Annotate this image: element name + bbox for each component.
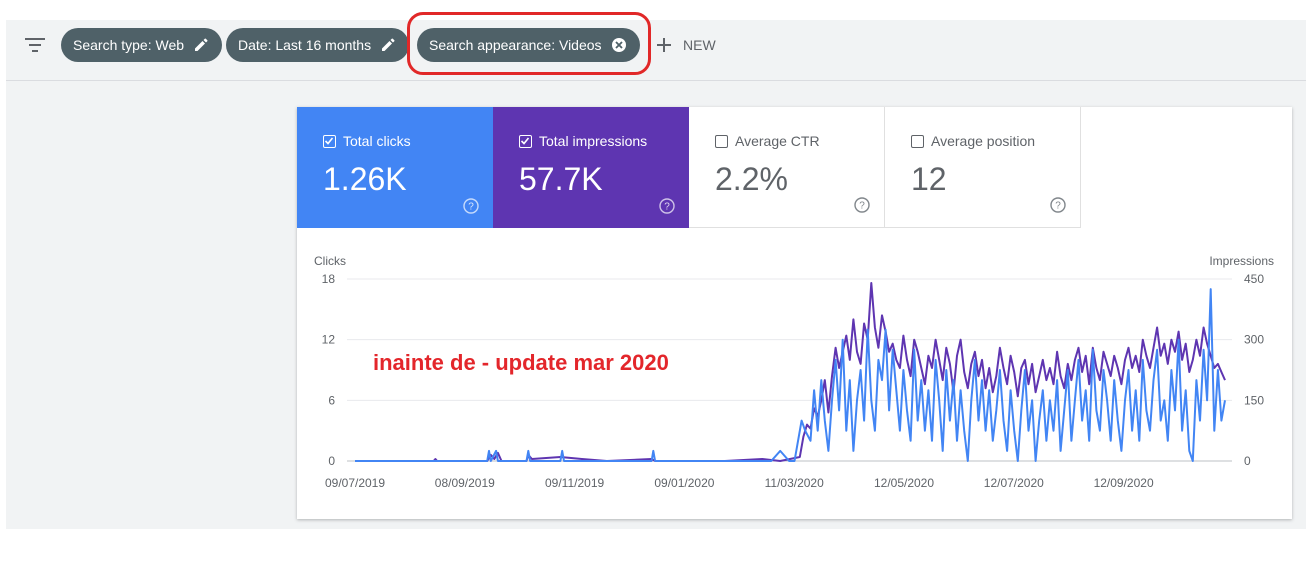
x-tick-label: 09/11/2019 bbox=[545, 476, 604, 490]
metric-label: Total clicks bbox=[343, 133, 411, 149]
x-tick-label: 12/07/2020 bbox=[984, 476, 1044, 490]
chip-search-type[interactable]: Search type: Web bbox=[61, 28, 223, 62]
plus-icon bbox=[657, 38, 671, 52]
y-tick-label: 12 bbox=[322, 333, 336, 347]
y2-tick-label: 450 bbox=[1244, 272, 1264, 286]
help-icon[interactable]: ? bbox=[1050, 197, 1066, 213]
y-tick-label: 0 bbox=[328, 454, 335, 468]
y-axis-ticks: 0 6 12 18 bbox=[322, 272, 336, 468]
metric-value: 1.26K bbox=[323, 161, 407, 197]
clicks-line bbox=[355, 288, 1226, 462]
x-tick-label: 09/07/2019 bbox=[325, 476, 385, 490]
metric-total-clicks[interactable]: Total clicks 1.26K ? bbox=[297, 107, 493, 228]
svg-text:?: ? bbox=[1055, 201, 1061, 212]
performance-card: Total clicks 1.26K ? Total impressions 5… bbox=[297, 107, 1292, 519]
checkbox-checked-icon[interactable] bbox=[323, 134, 336, 148]
checkbox-unchecked-icon[interactable] bbox=[911, 134, 924, 148]
svg-text:?: ? bbox=[859, 201, 865, 212]
checkbox-checked-icon[interactable] bbox=[519, 134, 532, 148]
chip-label: Search appearance: Videos bbox=[429, 37, 602, 53]
y2-axis-label: Impressions bbox=[1209, 254, 1274, 268]
metric-average-ctr[interactable]: Average CTR 2.2% ? bbox=[689, 107, 885, 228]
filter-bar bbox=[6, 20, 1306, 81]
metric-total-impressions[interactable]: Total impressions 57.7K ? bbox=[493, 107, 689, 228]
new-filter-button[interactable]: NEW bbox=[655, 30, 716, 60]
pencil-icon[interactable] bbox=[192, 36, 210, 54]
metric-label: Average position bbox=[931, 133, 1036, 149]
filter-list-icon[interactable] bbox=[24, 36, 46, 54]
y2-tick-label: 300 bbox=[1244, 333, 1264, 347]
chip-search-appearance[interactable]: Search appearance: Videos bbox=[417, 28, 640, 62]
y-tick-label: 6 bbox=[328, 393, 335, 407]
metric-value: 2.2% bbox=[715, 161, 788, 197]
y-tick-label: 18 bbox=[322, 272, 336, 286]
help-icon[interactable]: ? bbox=[659, 198, 675, 214]
x-tick-label: 08/09/2019 bbox=[435, 476, 495, 490]
pencil-icon[interactable] bbox=[379, 36, 397, 54]
performance-chart: Clicks Impressions 0 6 12 18 0 150 300 450 09/… bbox=[314, 254, 1274, 490]
y2-tick-label: 150 bbox=[1244, 393, 1264, 407]
chip-label: Date: Last 16 months bbox=[238, 37, 372, 53]
metric-value: 12 bbox=[911, 161, 947, 197]
y2-tick-label: 0 bbox=[1244, 454, 1251, 468]
annotation-text: inainte de - update mar 2020 bbox=[373, 350, 669, 375]
help-icon[interactable]: ? bbox=[854, 197, 870, 213]
x-tick-label: 09/01/2020 bbox=[654, 476, 714, 490]
help-icon[interactable]: ? bbox=[463, 198, 479, 214]
metric-average-position[interactable]: Average position 12 ? bbox=[885, 107, 1081, 228]
y2-axis-ticks: 0 150 300 450 bbox=[1244, 272, 1264, 468]
metric-value: 57.7K bbox=[519, 161, 603, 197]
y-axis-label: Clicks bbox=[314, 254, 346, 268]
checkbox-unchecked-icon[interactable] bbox=[715, 134, 728, 148]
chip-label: Search type: Web bbox=[73, 37, 185, 53]
x-axis-ticks: 09/07/2019 08/09/2019 09/11/2019 09/01/2020… bbox=[325, 476, 1154, 490]
metric-label: Average CTR bbox=[735, 133, 820, 149]
chip-date[interactable]: Date: Last 16 months bbox=[226, 28, 410, 62]
svg-text:?: ? bbox=[468, 202, 474, 213]
metric-label: Total impressions bbox=[539, 133, 648, 149]
new-filter-label: NEW bbox=[683, 37, 716, 53]
x-tick-label: 11/03/2020 bbox=[765, 476, 824, 490]
svg-text:?: ? bbox=[664, 202, 670, 213]
x-tick-label: 12/09/2020 bbox=[1094, 476, 1154, 490]
close-circle-icon[interactable] bbox=[610, 36, 628, 54]
x-tick-label: 12/05/2020 bbox=[874, 476, 934, 490]
